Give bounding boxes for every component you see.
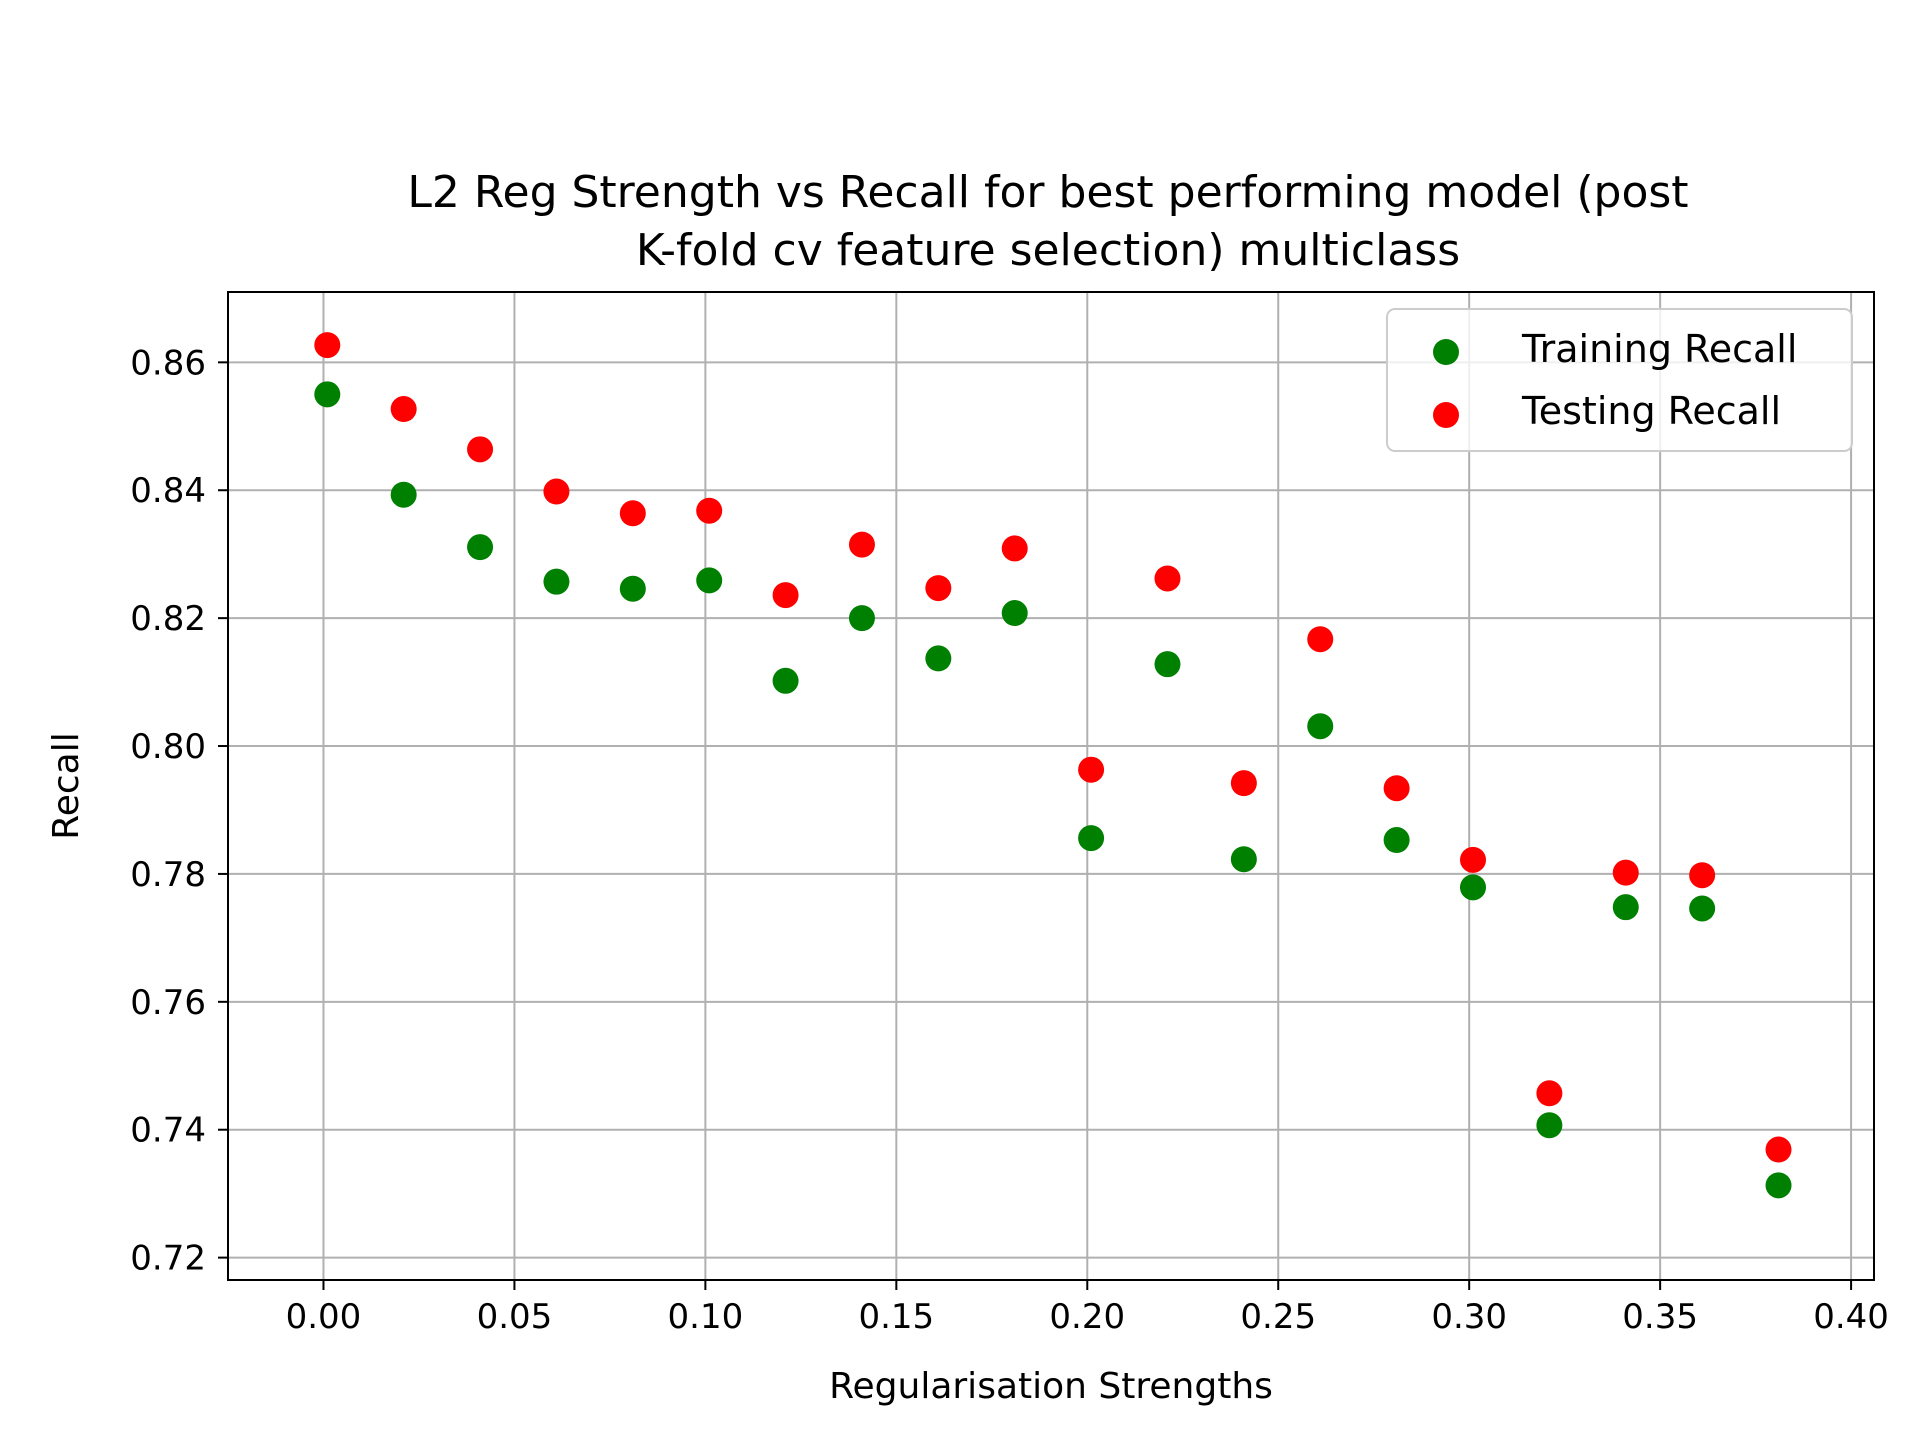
training-recall-point bbox=[772, 667, 799, 694]
training-recall-point bbox=[1765, 1172, 1792, 1199]
testing-recall-point bbox=[314, 332, 341, 359]
legend-marker-training bbox=[1433, 339, 1459, 365]
training-recall-point bbox=[1230, 846, 1257, 873]
y-tick-label: 0.72 bbox=[130, 1239, 206, 1279]
testing-recall-point bbox=[619, 500, 646, 527]
training-recall-point bbox=[696, 567, 723, 594]
training-recall-point bbox=[1536, 1112, 1563, 1139]
training-recall-point bbox=[1383, 827, 1410, 854]
training-recall-point bbox=[925, 645, 952, 672]
grid-lines bbox=[228, 292, 1874, 1280]
testing-recall-point bbox=[1078, 756, 1105, 783]
axis-ticks: 0.00 0.05 0.10 0.15 0.20 0.25 0.30 0.35 0.40 0.72… bbox=[130, 343, 1889, 1337]
x-tick-label: 0.35 bbox=[1622, 1297, 1698, 1337]
testing-recall-point bbox=[696, 497, 723, 524]
data-points bbox=[314, 332, 1792, 1199]
training-recall-point bbox=[1612, 894, 1639, 921]
legend-box bbox=[1386, 308, 1853, 452]
testing-recall-point bbox=[1230, 770, 1257, 797]
y-tick-label: 0.80 bbox=[130, 727, 206, 767]
training-recall-point bbox=[1307, 713, 1334, 740]
training-recall-point bbox=[390, 481, 417, 508]
training-recall-point bbox=[619, 575, 646, 602]
chart-title-line-1: L2 Reg Strength vs Recall for best perfo… bbox=[407, 167, 1688, 218]
training-recall-point bbox=[1460, 874, 1487, 901]
testing-recall-point bbox=[1612, 859, 1639, 886]
testing-recall-point bbox=[1460, 846, 1487, 873]
plot-frame bbox=[227, 291, 1875, 1281]
y-tick-label: 0.84 bbox=[130, 471, 206, 511]
testing-recall-point bbox=[390, 396, 417, 423]
training-recall-point bbox=[848, 605, 875, 632]
testing-recall-point bbox=[1689, 862, 1716, 889]
testing-recall-point bbox=[1001, 535, 1028, 562]
x-tick-label: 0.30 bbox=[1431, 1297, 1507, 1337]
testing-recall-point bbox=[772, 582, 799, 609]
y-tick-label: 0.78 bbox=[130, 855, 206, 895]
testing-recall-point bbox=[467, 436, 494, 463]
y-axis-label: Recall bbox=[46, 732, 87, 839]
legend: Training Recall Testing Recall bbox=[1386, 308, 1853, 452]
training-recall-point bbox=[314, 381, 341, 408]
training-recall-point bbox=[543, 568, 570, 595]
x-tick-label: 0.25 bbox=[1240, 1297, 1316, 1337]
x-tick-label: 0.00 bbox=[286, 1297, 362, 1337]
x-tick-label: 0.05 bbox=[477, 1297, 553, 1337]
x-tick-label: 0.40 bbox=[1813, 1297, 1889, 1337]
legend-label-training: Training Recall bbox=[1521, 327, 1797, 371]
testing-recall-point bbox=[1536, 1080, 1563, 1107]
testing-recall-point bbox=[925, 575, 952, 602]
training-recall-point bbox=[1078, 825, 1105, 852]
testing-recall-point bbox=[1307, 626, 1334, 653]
legend-marker-testing bbox=[1433, 402, 1459, 428]
x-tick-label: 0.20 bbox=[1049, 1297, 1125, 1337]
testing-recall-point bbox=[1383, 775, 1410, 802]
training-recall-point bbox=[467, 534, 494, 561]
chart-title-line-2: K-fold cv feature selection) multiclass bbox=[636, 225, 1460, 276]
x-tick-label: 0.10 bbox=[668, 1297, 744, 1337]
x-tick-label: 0.15 bbox=[858, 1297, 934, 1337]
y-tick-label: 0.86 bbox=[130, 343, 206, 383]
y-tick-label: 0.76 bbox=[130, 983, 206, 1023]
x-axis-label: Regularisation Strengths bbox=[829, 1366, 1273, 1407]
testing-recall-point bbox=[543, 478, 570, 505]
testing-recall-point bbox=[1154, 565, 1181, 592]
y-tick-label: 0.82 bbox=[130, 599, 206, 639]
training-recall-point bbox=[1689, 895, 1716, 922]
y-tick-label: 0.74 bbox=[130, 1111, 206, 1151]
testing-recall-point bbox=[1765, 1136, 1792, 1163]
training-recall-point bbox=[1001, 600, 1028, 627]
training-recall-point bbox=[1154, 651, 1181, 678]
legend-label-testing: Testing Recall bbox=[1521, 389, 1781, 433]
testing-recall-point bbox=[848, 531, 875, 558]
